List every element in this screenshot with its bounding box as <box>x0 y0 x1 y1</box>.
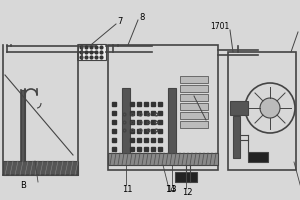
Bar <box>3 161 78 175</box>
Bar <box>230 101 248 115</box>
Bar <box>168 88 176 153</box>
Text: 1: 1 <box>299 188 300 197</box>
Text: 13: 13 <box>166 185 177 194</box>
Bar <box>175 172 197 182</box>
Text: 1701: 1701 <box>210 22 229 31</box>
Text: 12: 12 <box>182 188 193 197</box>
Bar <box>21 90 25 161</box>
Bar <box>233 116 240 158</box>
Text: 10: 10 <box>299 25 300 34</box>
Bar <box>180 94 208 101</box>
Bar <box>122 88 130 153</box>
Bar <box>108 45 218 170</box>
Text: 11: 11 <box>122 185 133 194</box>
Text: 8: 8 <box>139 13 144 22</box>
Bar <box>180 103 208 110</box>
Bar <box>108 153 218 165</box>
Text: 14: 14 <box>165 185 175 194</box>
Bar <box>228 52 296 170</box>
Circle shape <box>260 98 280 118</box>
Text: B: B <box>20 181 26 190</box>
Bar <box>180 85 208 92</box>
Bar <box>248 152 268 162</box>
Bar <box>78 44 106 60</box>
Bar <box>180 76 208 83</box>
Bar <box>180 112 208 119</box>
Bar <box>180 121 208 128</box>
Text: 7: 7 <box>117 17 122 26</box>
